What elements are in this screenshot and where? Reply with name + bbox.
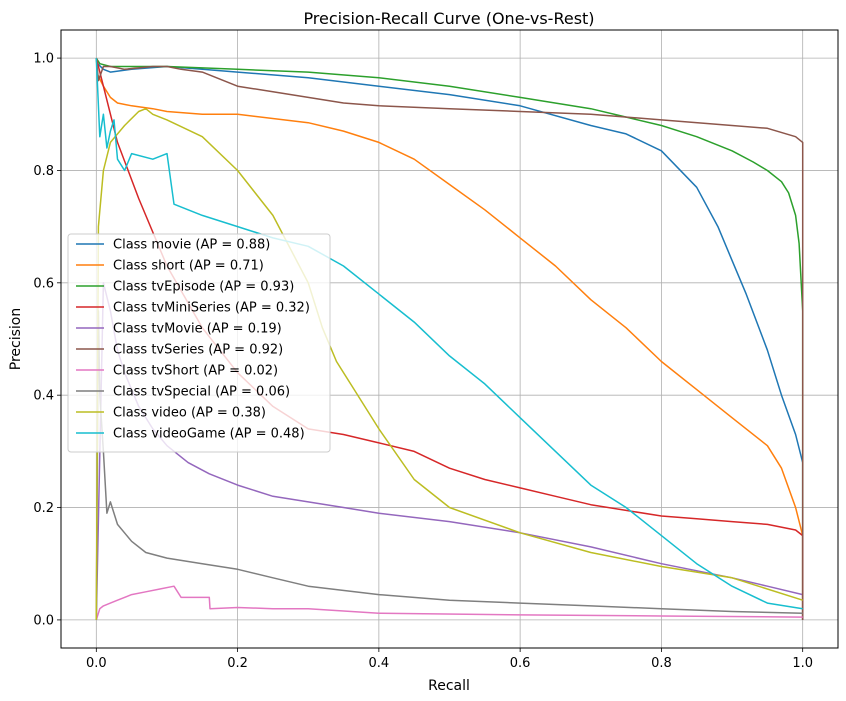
y-tick-label: 0.2 [33,501,54,516]
series-line-7 [95,310,803,620]
y-tick-label: 0.0 [33,613,54,628]
legend-label: Class tvMiniSeries (AP = 0.32) [113,301,310,316]
series-line-5 [95,58,804,620]
x-tick-label: 0.6 [510,656,531,671]
y-tick-label: 1.0 [33,52,54,67]
x-axis-label: Recall [428,678,470,694]
series-line-2 [95,57,804,620]
y-axis-label: Precision [8,308,24,370]
y-tick-label: 0.8 [33,164,54,179]
y-tick-label: 0.6 [33,276,54,291]
series-line-1 [95,58,804,620]
legend-box [67,233,331,453]
x-tick-label: 0.8 [651,656,672,671]
x-tick-label: 0.2 [227,656,248,671]
plot-frame [60,29,839,649]
y-axis-ticks: 0.0 0.2 0.4 0.6 0.8 1.0 [33,52,61,628]
legend-label: Class video (AP = 0.38) [113,406,266,421]
series-line-0 [95,57,804,620]
legend-label: Class movie (AP = 0.88) [113,238,270,253]
legend-label: Class tvSeries (AP = 0.92) [113,343,283,358]
x-tick-label: 1.0 [792,656,813,671]
legend-label: Class videoGame (AP = 0.48) [113,427,305,442]
legend-label: Class tvEpisode (AP = 0.93) [113,280,294,295]
series-line-6 [95,585,803,621]
x-tick-label: 0.0 [86,656,107,671]
legend-label: Class tvMovie (AP = 0.19) [113,322,282,337]
x-tick-label: 0.4 [369,656,390,671]
x-axis-ticks: 0.0 0.2 0.4 0.6 0.8 1.0 [86,648,813,671]
chart-title: Precision-Recall Curve (One-vs-Rest) [303,9,594,28]
legend-label: Class tvShort (AP = 0.02) [113,364,278,379]
legend-label: Class short (AP = 0.71) [113,259,264,274]
legend-label: Class tvSpecial (AP = 0.06) [113,385,290,400]
legend: Class movie (AP = 0.88) Class short (AP =… [67,233,331,453]
y-tick-label: 0.4 [33,389,54,404]
